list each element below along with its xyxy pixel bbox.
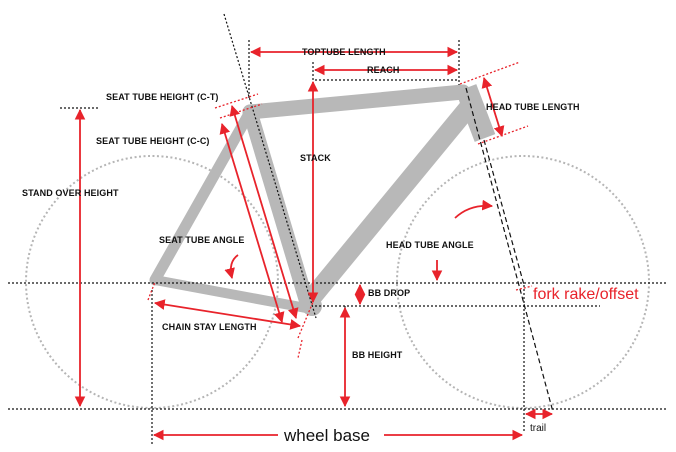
front-wheel <box>396 155 650 409</box>
seat-top-ext <box>214 93 259 109</box>
fork-line <box>483 139 525 286</box>
head-tube-length-arrow <box>481 76 505 138</box>
seat-tube-cc-arrow <box>219 122 285 324</box>
toptube-length-label: TOPTUBE LENGTH <box>302 47 386 57</box>
bb-perp-ext <box>297 301 314 339</box>
seat-tube <box>242 104 316 314</box>
seat-tube-angle-label: SEAT TUBE ANGLE <box>159 235 245 245</box>
bb-perp-ext-2 <box>297 339 303 359</box>
bike-frame <box>149 84 496 316</box>
chain-stay <box>150 275 311 313</box>
seat-tube-axis <box>223 13 317 319</box>
head-tube-top-ext <box>459 61 521 85</box>
stack-label: STACK <box>300 153 331 163</box>
wheel-base-label: wheel base <box>283 426 370 445</box>
head-tube-angle-label: HEAD TUBE ANGLE <box>386 240 474 250</box>
rear-axle-ext <box>147 281 156 301</box>
head-tube-angle-arc <box>454 199 494 219</box>
bb-drop-label: BB DROP <box>368 288 410 298</box>
down-tube <box>300 98 478 310</box>
seat-tube-height-ct-label: SEAT TUBE HEIGHT (C-T) <box>106 92 219 102</box>
head-tube-length-label: HEAD TUBE LENGTH <box>486 102 580 112</box>
seat-tube-angle-arc <box>224 254 239 280</box>
steering-axis <box>465 87 554 413</box>
fork-offset-ext <box>515 285 533 291</box>
fork-rake-label: fork rake/offset <box>533 286 639 303</box>
chain-stay-arrow <box>153 299 302 330</box>
head-tube-bottom-ext <box>477 125 529 145</box>
seat-tube-height-cc-label: SEAT TUBE HEIGHT (C-C) <box>96 136 210 146</box>
bb-height-label: BB HEIGHT <box>352 350 403 360</box>
reach-label: REACH <box>367 65 400 75</box>
trail-label: trail <box>530 423 546 434</box>
chain-stay-length-label: CHAIN STAY LENGTH <box>162 322 257 332</box>
top-tube <box>242 84 471 120</box>
stand-over-height-label: STAND OVER HEIGHT <box>22 188 119 198</box>
head-tube <box>455 84 496 142</box>
